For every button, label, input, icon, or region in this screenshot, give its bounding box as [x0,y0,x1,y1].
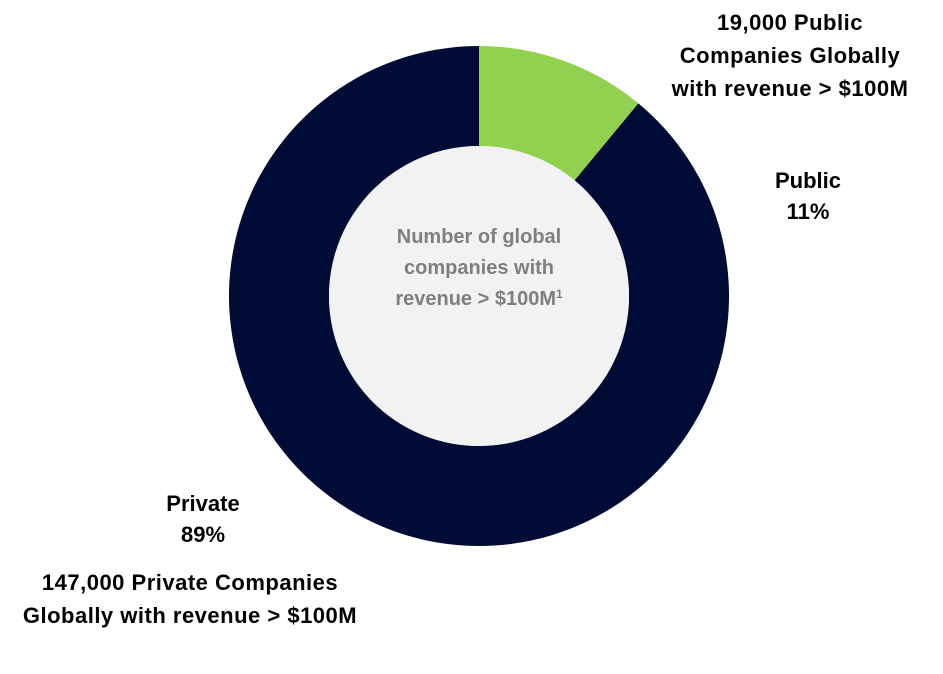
footnote-marker: 1 [555,287,563,301]
segment-label: Private [166,491,240,516]
annotation: 19,000 Public Companies Globally with re… [671,10,909,101]
donut-segment [229,46,730,546]
center-text: Number of global companies with revenue … [395,226,562,310]
donut-hole [329,146,629,446]
segment-value-label: 89% [180,522,226,547]
segment-value-label: 11% [786,199,830,224]
segment-label: Public [774,168,841,193]
donut-segment [479,46,639,181]
center-label: Number of global companies with revenue … [384,222,574,315]
annotation: 147,000 Private Companies Globally with … [22,570,358,628]
